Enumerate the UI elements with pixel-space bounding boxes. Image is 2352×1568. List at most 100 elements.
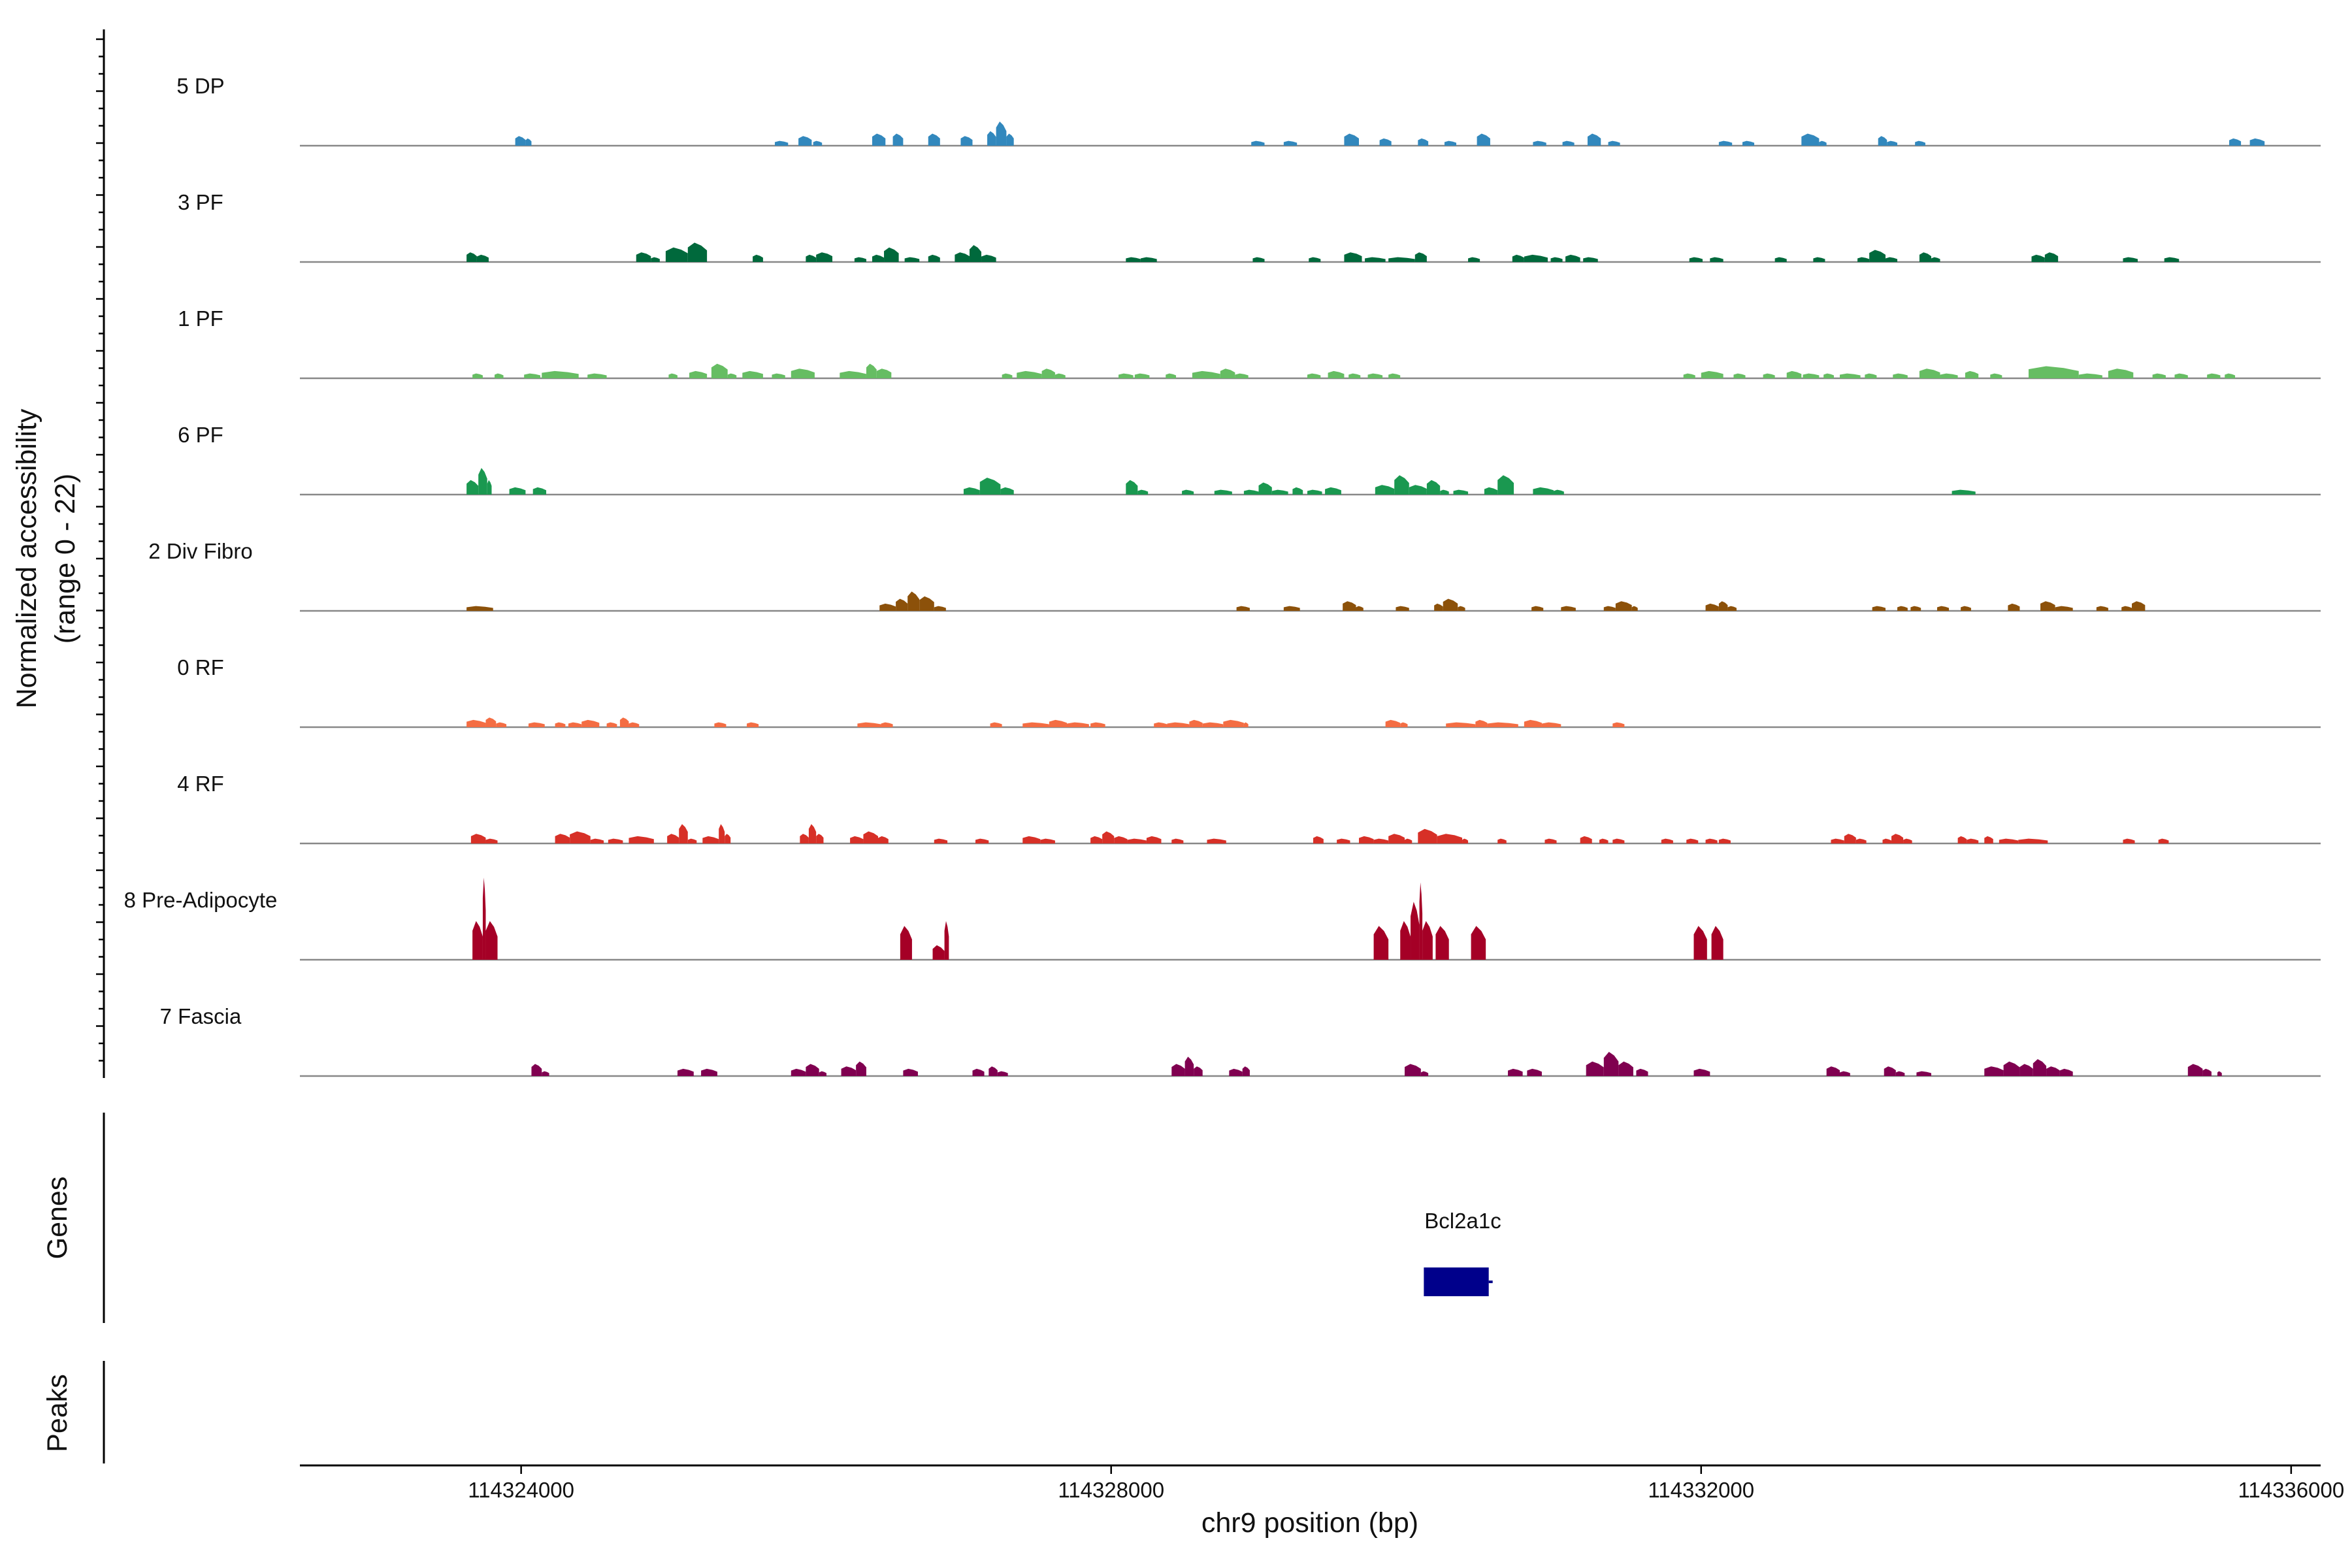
x-tick-label: 114332000	[1648, 1478, 1754, 1502]
coverage-peak	[1017, 370, 1042, 378]
coverage-peak	[1475, 719, 1488, 727]
coverage-peak	[1404, 1064, 1421, 1076]
coverage-peak	[1774, 257, 1787, 262]
coverage-peak	[555, 834, 570, 843]
track-1: 5 DP	[176, 74, 2321, 147]
coverage-peak	[1283, 140, 1298, 146]
coverage-peak	[960, 136, 973, 146]
coverage-peak	[606, 722, 617, 727]
coverage-peak	[485, 838, 498, 843]
coverage-peak	[1701, 370, 1723, 378]
track-9: 7 Fascia	[160, 1004, 2321, 1077]
coverage-peak	[1396, 606, 1409, 611]
coverage-peak	[2225, 373, 2236, 378]
coverage-peak	[590, 838, 604, 843]
coverage-peak	[1243, 489, 1259, 495]
coverage-peak	[2028, 366, 2079, 378]
coverage-peak	[1813, 257, 1825, 262]
track-label: 6 PF	[178, 423, 223, 447]
gene-body	[1424, 1267, 1489, 1296]
coverage-peak	[800, 834, 809, 843]
coverage-peak	[1999, 838, 2019, 843]
coverage-peak	[629, 722, 640, 727]
coverage-peak	[1409, 485, 1427, 495]
coverage-peak	[1786, 370, 1802, 378]
coverage-peak	[1090, 722, 1105, 727]
x-tick-label: 114336000	[2238, 1478, 2344, 1502]
coverage-peak	[1718, 601, 1728, 611]
track-label: 8 Pre-Adipocyte	[124, 888, 278, 912]
coverage-peak	[2031, 254, 2045, 262]
coverage-peak	[1468, 257, 1480, 262]
coverage-peak	[1541, 722, 1561, 727]
coverage-peak	[1710, 257, 1723, 262]
coverage-peak	[981, 254, 996, 262]
coverage-peak	[1967, 838, 1979, 843]
coverage-peak	[515, 136, 526, 146]
coverage-peak	[1313, 836, 1324, 843]
coverage-peak	[668, 373, 678, 378]
coverage-peak	[1961, 606, 1971, 611]
coverage-peak	[1689, 257, 1703, 262]
coverage-peak	[1587, 133, 1601, 146]
coverage-peak	[1041, 368, 1055, 378]
coverage-peak	[2008, 603, 2020, 611]
genes-panel-label: Genes	[42, 1177, 73, 1260]
coverage-peak	[1411, 902, 1420, 960]
coverage-peak	[476, 254, 489, 262]
coverage-peak	[742, 370, 763, 378]
coverage-peak	[1453, 489, 1469, 495]
coverage-peak	[1049, 719, 1067, 727]
coverage-peak	[1583, 257, 1598, 262]
coverage-peak	[1878, 136, 1887, 146]
coverage-peak	[1220, 368, 1235, 378]
coverage-peak	[928, 254, 940, 262]
x-tick-label: 114324000	[468, 1478, 574, 1502]
coverage-peak	[1497, 475, 1514, 495]
coverage-peak	[1477, 133, 1490, 146]
coverage-peak	[1462, 838, 1469, 843]
coverage-peak	[884, 247, 899, 262]
coverage-peak	[619, 717, 629, 727]
coverage-peak	[629, 836, 654, 843]
coverage-peak	[466, 252, 477, 262]
coverage-peak	[470, 834, 486, 843]
track-label: 3 PF	[178, 190, 223, 214]
coverage-peak	[1885, 257, 1898, 262]
coverage-peak	[1631, 606, 1638, 611]
track-8: 8 Pre-Adipocyte	[124, 877, 2321, 961]
coverage-peak	[2033, 1059, 2047, 1076]
coverage-peak	[2249, 138, 2265, 146]
coverage-peak	[1126, 257, 1141, 262]
coverage-peak	[1686, 838, 1699, 843]
coverage-peak	[2121, 606, 2132, 611]
coverage-peak	[1422, 921, 1433, 960]
coverage-peak	[525, 138, 532, 146]
coverage-peak	[1544, 838, 1557, 843]
coverage-peak	[1742, 140, 1755, 146]
coverage-peak	[679, 824, 688, 843]
coverage-peak	[1223, 719, 1244, 727]
coverage-peak	[1419, 882, 1423, 960]
coverage-peak	[1207, 838, 1226, 843]
track-4: 6 PF	[178, 423, 2321, 496]
coverage-peak	[1137, 489, 1149, 495]
coverage-peak	[1356, 606, 1364, 611]
coverage-peak	[1343, 601, 1356, 611]
coverage-peak	[813, 140, 823, 146]
coverage-peak	[472, 921, 483, 960]
coverage-peak	[1831, 838, 1844, 843]
coverage-peak	[2158, 838, 2169, 843]
track-label: 7 Fascia	[160, 1004, 242, 1028]
coverage-peak	[1236, 606, 1250, 611]
coverage-peak	[1328, 370, 1345, 378]
track-7: 4 RF	[177, 772, 2321, 845]
coverage-peak	[1440, 489, 1449, 495]
coverage-peak	[1434, 603, 1443, 611]
coverage-peak	[1418, 138, 1429, 146]
coverage-peak	[955, 252, 970, 262]
coverage-peak	[934, 606, 946, 611]
coverage-peak	[1801, 133, 1820, 146]
coverage-peak	[934, 838, 948, 843]
coverage-peak	[1192, 370, 1220, 378]
